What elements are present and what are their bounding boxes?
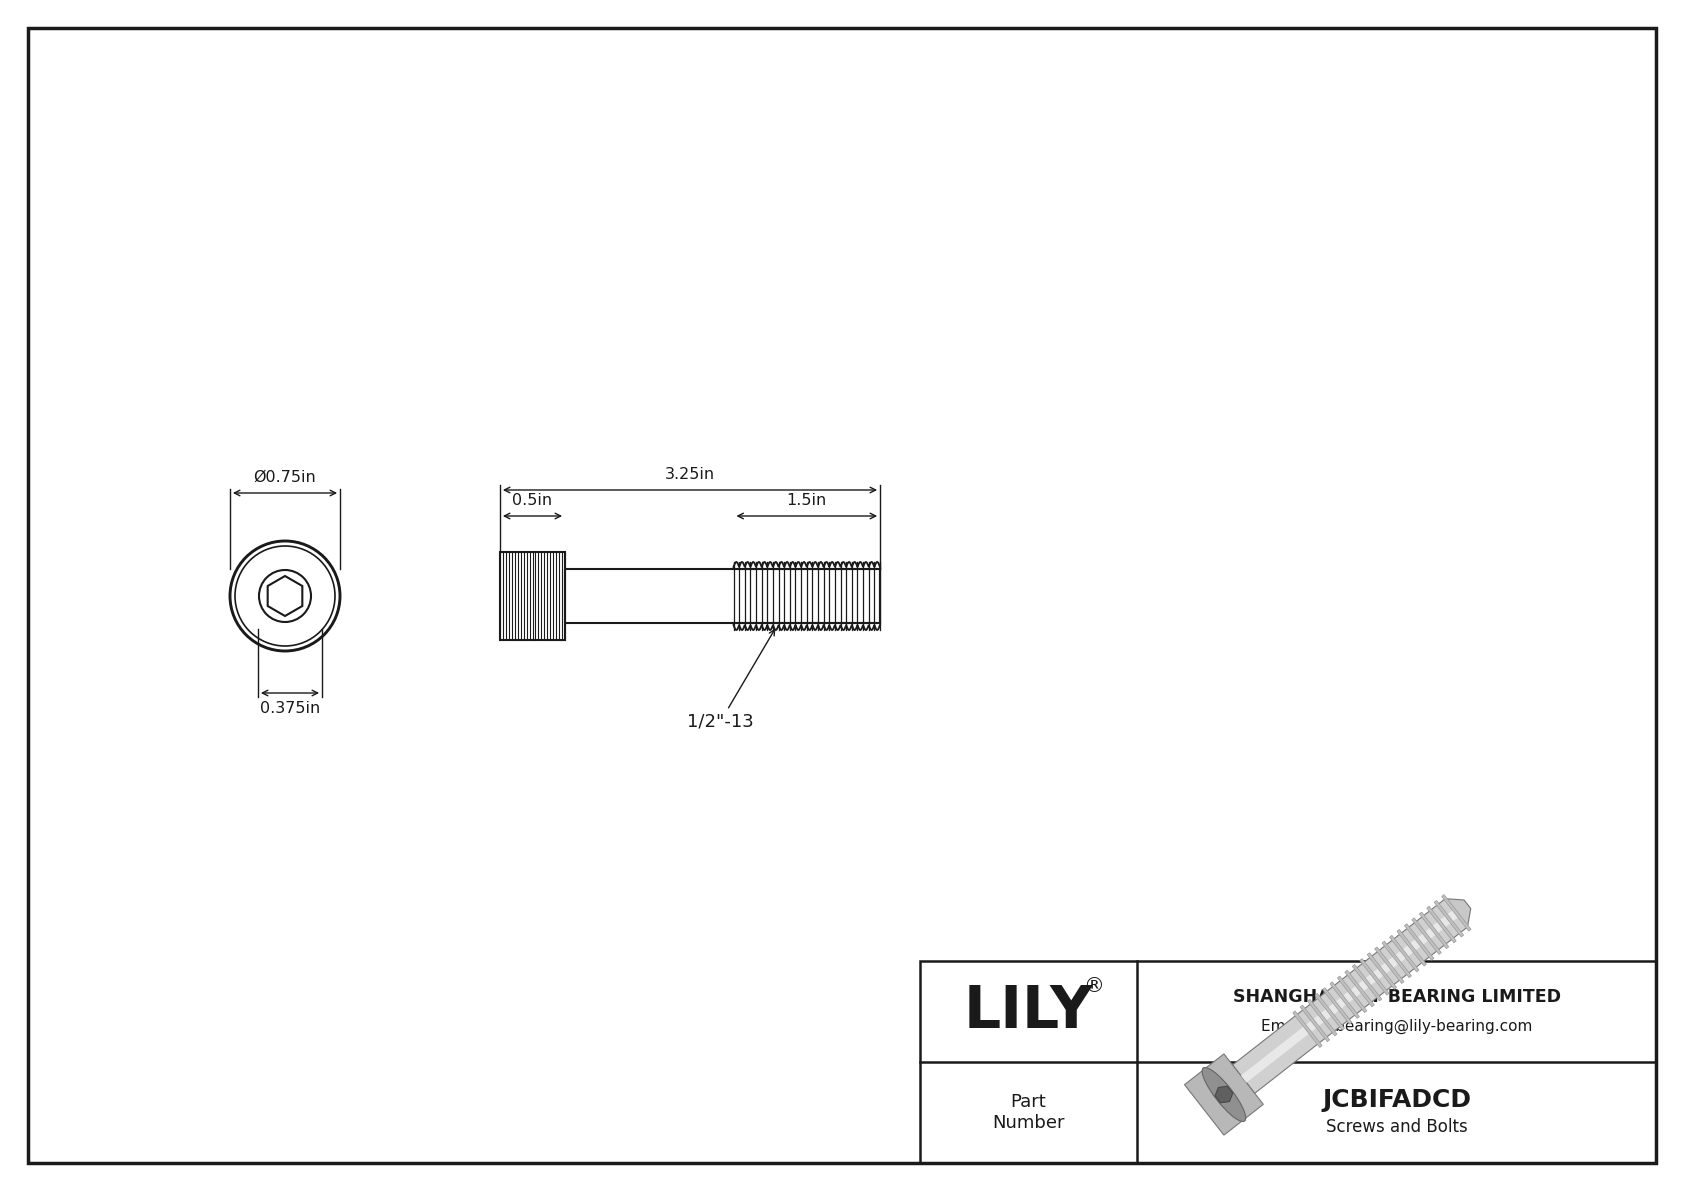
Polygon shape xyxy=(1398,929,1426,966)
Polygon shape xyxy=(1435,900,1463,937)
Polygon shape xyxy=(1184,1054,1263,1135)
Circle shape xyxy=(259,570,312,622)
Polygon shape xyxy=(1300,1005,1330,1042)
Polygon shape xyxy=(1374,947,1404,984)
Text: 1.5in: 1.5in xyxy=(786,493,827,509)
Polygon shape xyxy=(1307,999,1337,1036)
Text: 3.25in: 3.25in xyxy=(665,467,716,482)
Polygon shape xyxy=(1420,912,1448,948)
Polygon shape xyxy=(1346,971,1374,1006)
Text: 1/2"-13: 1/2"-13 xyxy=(687,630,775,731)
Polygon shape xyxy=(1389,935,1420,972)
Polygon shape xyxy=(1383,941,1411,978)
Polygon shape xyxy=(1359,959,1389,996)
Text: Screws and Bolts: Screws and Bolts xyxy=(1325,1117,1467,1135)
Text: 0.375in: 0.375in xyxy=(259,701,320,716)
Polygon shape xyxy=(1241,910,1458,1083)
Text: Email: lilybearing@lily-bearing.com: Email: lilybearing@lily-bearing.com xyxy=(1261,1018,1532,1034)
Text: Part
Number: Part Number xyxy=(992,1093,1064,1131)
Text: 0.5in: 0.5in xyxy=(512,493,552,509)
Polygon shape xyxy=(1404,924,1433,960)
Text: JCBIFADCD: JCBIFADCD xyxy=(1322,1087,1472,1111)
Polygon shape xyxy=(1233,899,1467,1093)
Text: ®: ® xyxy=(1083,975,1105,996)
Polygon shape xyxy=(1330,981,1359,1018)
Polygon shape xyxy=(1445,899,1470,927)
Polygon shape xyxy=(1367,953,1396,990)
Polygon shape xyxy=(1293,1011,1322,1048)
Polygon shape xyxy=(1411,918,1442,954)
Polygon shape xyxy=(1352,965,1383,1000)
Text: SHANGHAI LILY BEARING LIMITED: SHANGHAI LILY BEARING LIMITED xyxy=(1233,989,1561,1006)
Bar xyxy=(500,551,566,640)
Polygon shape xyxy=(268,576,303,616)
Polygon shape xyxy=(1214,1086,1233,1103)
Polygon shape xyxy=(1426,906,1457,943)
Ellipse shape xyxy=(1202,1067,1246,1122)
Bar xyxy=(919,961,1655,1162)
Circle shape xyxy=(231,541,340,651)
Polygon shape xyxy=(1337,977,1367,1012)
Polygon shape xyxy=(1322,987,1352,1024)
Text: LILY: LILY xyxy=(963,983,1093,1040)
Polygon shape xyxy=(1442,894,1472,931)
Text: Ø0.75in: Ø0.75in xyxy=(254,470,317,485)
Polygon shape xyxy=(1315,993,1344,1030)
Bar xyxy=(566,569,881,623)
